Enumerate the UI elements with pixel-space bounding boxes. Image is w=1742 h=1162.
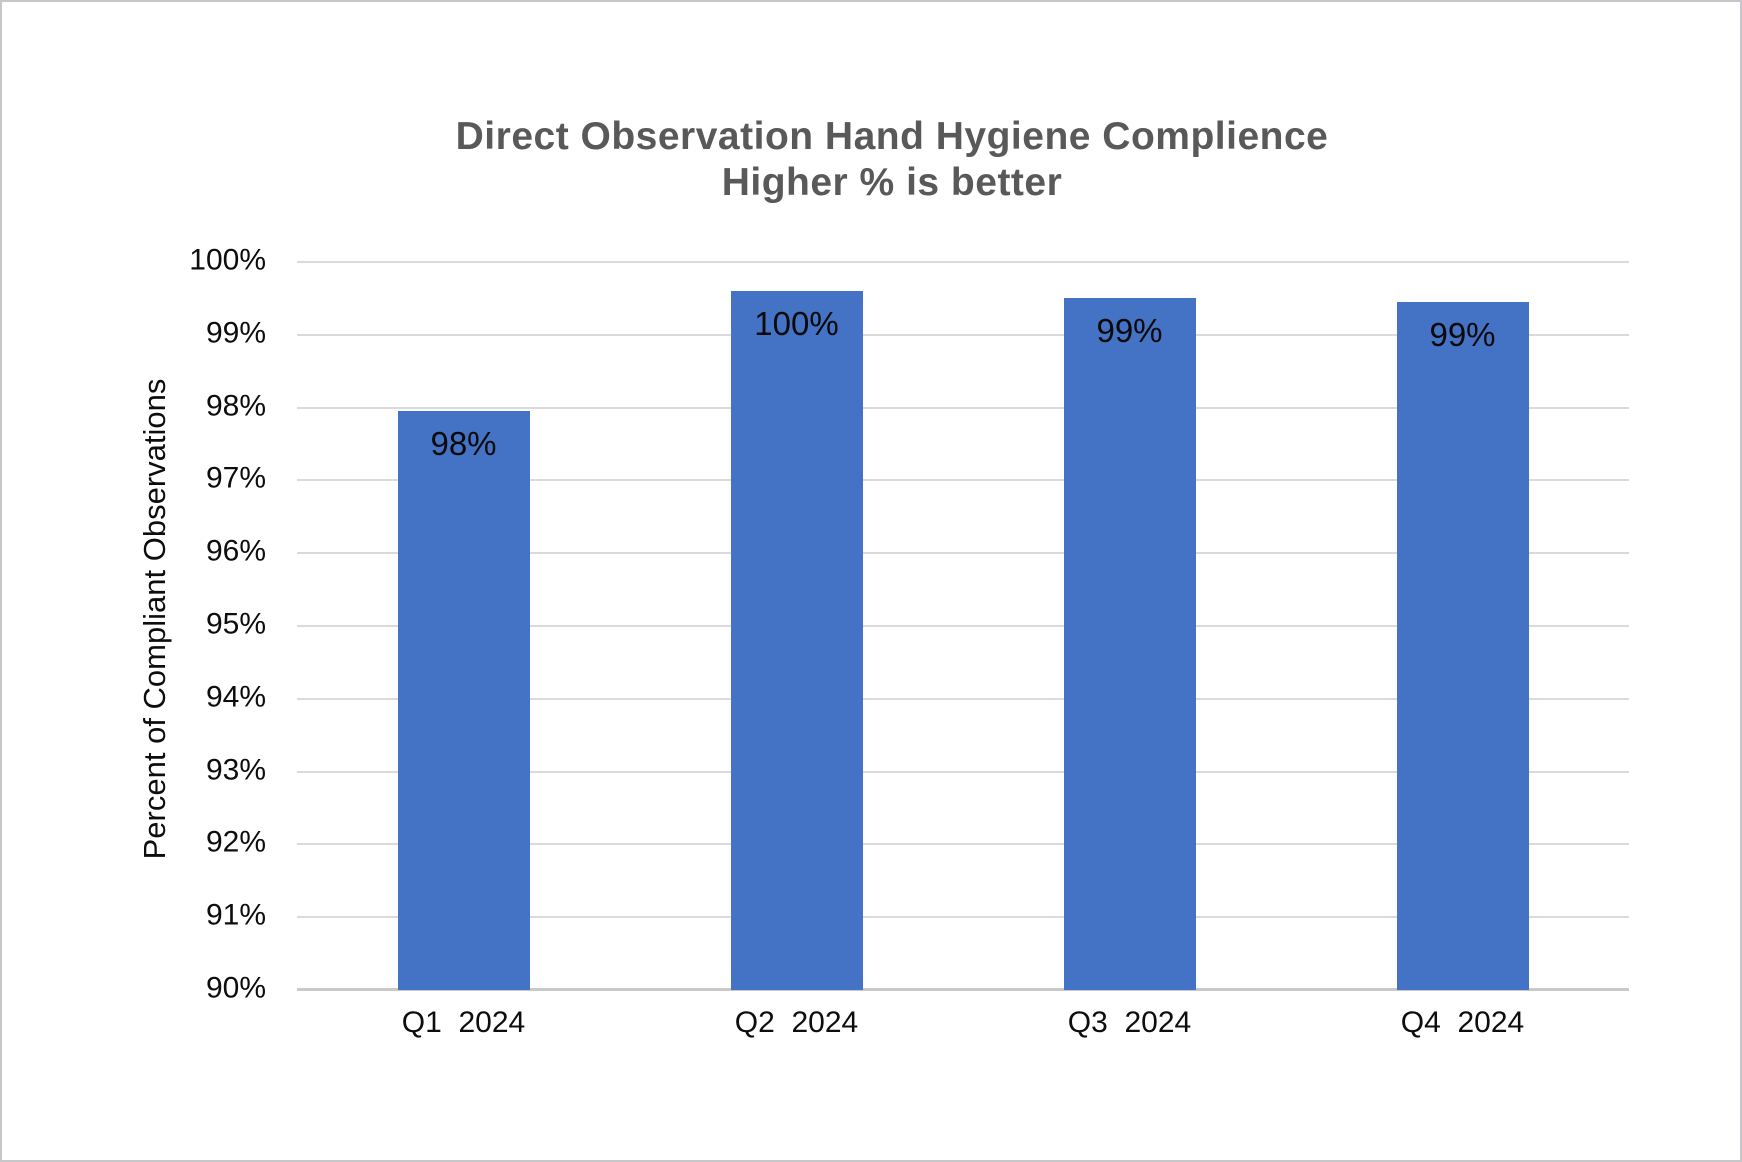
gridline <box>297 406 1629 409</box>
bar-value-label: 100% <box>754 305 839 343</box>
bar-q3-2024: 99% <box>1063 298 1196 990</box>
plot-area: 98% 100% 99% 99% <box>297 261 1629 991</box>
gridline <box>297 333 1629 336</box>
bar-q1-2024: 98% <box>397 411 530 990</box>
gridline <box>297 697 1629 700</box>
x-axis-category-label: Q3 2024 <box>1067 1006 1192 1039</box>
gridline <box>297 625 1629 627</box>
y-axis-tick-label: 93% <box>205 753 266 787</box>
gridline <box>297 843 1629 846</box>
bar-value-label: 99% <box>1096 312 1163 350</box>
bar-q2-2024: 100% <box>730 291 863 990</box>
chart-title-line2: Higher % is better <box>721 161 1063 204</box>
y-axis-tick-labels: 100% 99% 98% 97% 96% 95% 94% 93% 92% 91% 90% <box>2 2 266 1160</box>
gridline <box>297 770 1629 773</box>
bar-value-label: 99% <box>1429 316 1496 354</box>
y-axis-tick-label: 94% <box>205 680 266 714</box>
gridline <box>297 916 1629 919</box>
chart-title: Direct Observation Hand Hygiene Complien… <box>92 114 1692 206</box>
bar-q4-2024: 99% <box>1396 302 1529 990</box>
x-axis-category-label: Q4 2024 <box>1400 1006 1525 1039</box>
y-axis-tick-label: 91% <box>205 898 266 932</box>
bar-value-label: 98% <box>430 425 497 463</box>
x-axis-category-label: Q1 2024 <box>401 1006 526 1039</box>
y-axis-tick-label: 100% <box>189 243 266 277</box>
y-axis-tick-label: 98% <box>205 389 266 423</box>
y-axis-tick-label: 97% <box>205 462 266 496</box>
gridline <box>297 261 1629 263</box>
gridline <box>297 552 1629 555</box>
chart-title-line1: Direct Observation Hand Hygiene Complien… <box>455 115 1329 158</box>
x-axis-line <box>297 988 1629 991</box>
y-axis-tick-label: 96% <box>205 534 266 568</box>
x-axis-category-label: Q2 2024 <box>734 1006 859 1039</box>
y-axis-tick-label: 90% <box>205 971 266 1005</box>
x-axis-category-labels: Q1 2024 Q2 2024 Q3 2024 Q4 2024 <box>2 1006 1740 1050</box>
gridline <box>297 479 1629 482</box>
y-axis-tick-label: 92% <box>205 826 266 860</box>
y-axis-tick-label: 95% <box>205 607 266 641</box>
y-axis-tick-label: 99% <box>205 316 266 350</box>
